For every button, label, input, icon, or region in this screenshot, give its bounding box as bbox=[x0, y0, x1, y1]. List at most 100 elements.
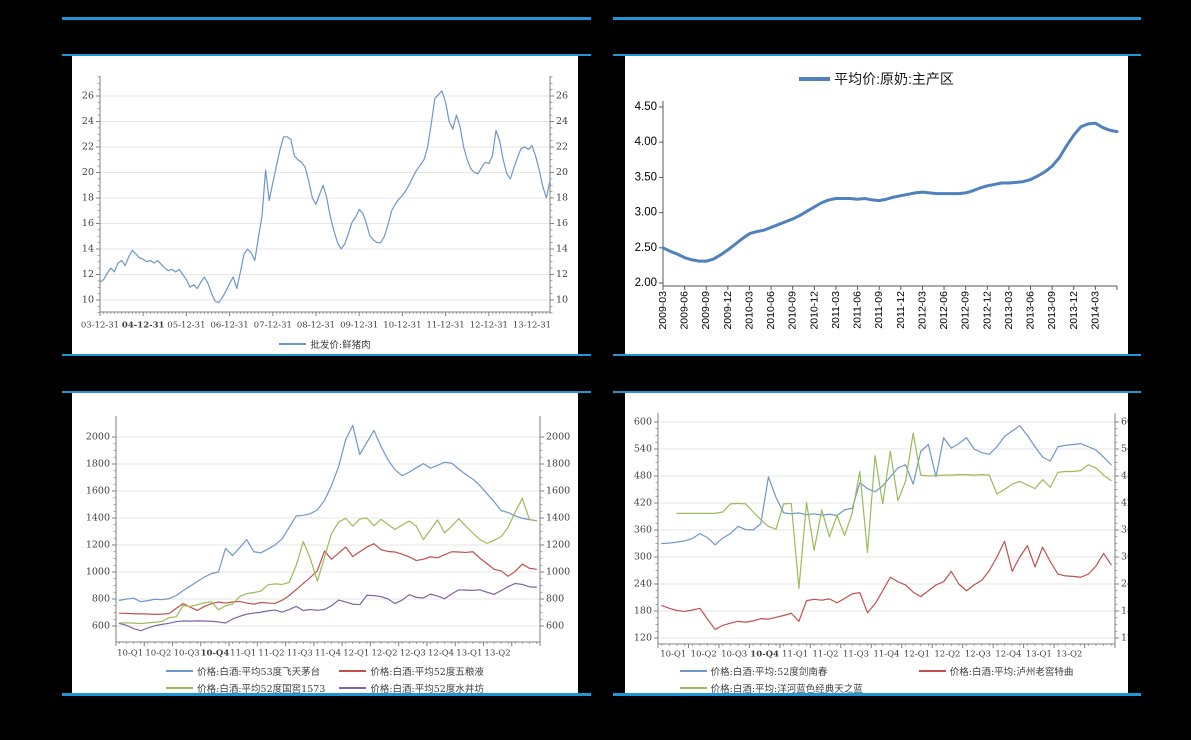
svg-text:11-Q4: 11-Q4 bbox=[873, 650, 899, 660]
separator-line bbox=[613, 354, 1141, 356]
svg-text:20: 20 bbox=[556, 167, 568, 178]
svg-text:08-12-31: 08-12-31 bbox=[297, 321, 335, 331]
svg-text:2012-03: 2012-03 bbox=[916, 291, 928, 330]
svg-text:2010-06: 2010-06 bbox=[765, 291, 777, 330]
svg-text:12-Q4: 12-Q4 bbox=[428, 649, 454, 659]
svg-text:3.50: 3.50 bbox=[635, 171, 657, 183]
chart-panel-baijiu-premium: 600 600 800 800 1000 1000 1200 1200 1400 1400 1600… bbox=[72, 393, 578, 693]
svg-text:1800: 1800 bbox=[86, 459, 110, 470]
svg-text:09-12-31: 09-12-31 bbox=[340, 321, 378, 331]
svg-text:3.00: 3.00 bbox=[635, 207, 657, 219]
svg-text:540: 540 bbox=[634, 444, 652, 455]
svg-text:600: 600 bbox=[546, 621, 564, 632]
svg-text:18: 18 bbox=[556, 193, 568, 204]
svg-text:20: 20 bbox=[82, 167, 94, 178]
svg-text:2010-12: 2010-12 bbox=[808, 291, 820, 330]
svg-text:120: 120 bbox=[1121, 633, 1128, 644]
separator-line bbox=[613, 17, 1141, 20]
svg-text:03-12-31: 03-12-31 bbox=[81, 321, 119, 331]
chart-panel-milk: 2.00 2.50 3.00 3.50 4.00 4.50 2009-03 2009-06 20… bbox=[625, 56, 1128, 354]
svg-text:13-Q2: 13-Q2 bbox=[1056, 650, 1082, 660]
svg-text:10-Q4: 10-Q4 bbox=[201, 649, 230, 659]
figure-baijiu-midrange: 120 120 180 180 240 240 300 300 360 360 420 420 480 4… bbox=[613, 391, 1141, 696]
svg-text:10-Q3: 10-Q3 bbox=[174, 649, 200, 659]
baijiu-premium-chart-canvas: 600 600 800 800 1000 1000 1200 1200 1400 1400 1600… bbox=[86, 416, 570, 659]
svg-text:24: 24 bbox=[556, 116, 568, 127]
svg-text:11-Q1: 11-Q1 bbox=[782, 650, 808, 660]
svg-text:10-Q3: 10-Q3 bbox=[721, 650, 747, 660]
svg-text:800: 800 bbox=[92, 594, 110, 605]
chart-panel-baijiu-midrange: 120 120 180 180 240 240 300 300 360 360 420 420 480 4… bbox=[625, 393, 1128, 693]
svg-text:2012-06: 2012-06 bbox=[938, 291, 950, 330]
svg-text:1600: 1600 bbox=[546, 486, 570, 497]
chart-panel-pork: 10 10 12 12 14 14 16 16 18 18 20 20 22 22 24 24 26 26 03-1… bbox=[72, 56, 578, 354]
svg-text:480: 480 bbox=[634, 471, 652, 482]
svg-text:600: 600 bbox=[634, 417, 652, 428]
pork-price-chart-canvas: 10 10 12 12 14 14 16 16 18 18 20 20 22 22 24 24 26 26 03-1… bbox=[81, 76, 568, 331]
separator-line bbox=[62, 391, 591, 393]
svg-text:05-12-31: 05-12-31 bbox=[167, 321, 205, 331]
svg-text:10: 10 bbox=[82, 295, 94, 306]
baijiu-midrange-chart-canvas: 120 120 180 180 240 240 300 300 360 360 420 420 480 4… bbox=[634, 413, 1128, 660]
svg-text:12-Q2: 12-Q2 bbox=[371, 649, 397, 659]
svg-text:11-Q4: 11-Q4 bbox=[315, 649, 341, 659]
svg-text:12-12-31: 12-12-31 bbox=[470, 321, 508, 331]
svg-text:2013-06: 2013-06 bbox=[1025, 291, 1037, 330]
svg-text:120: 120 bbox=[634, 633, 652, 644]
milk-price-chart-canvas: 2.00 2.50 3.00 3.50 4.00 4.50 2009-03 2009-06 20… bbox=[635, 101, 1119, 330]
svg-text:11-Q2: 11-Q2 bbox=[813, 650, 839, 660]
svg-text:240: 240 bbox=[1121, 579, 1128, 590]
svg-text:11-Q1: 11-Q1 bbox=[230, 649, 256, 659]
svg-text:12-Q4: 12-Q4 bbox=[995, 650, 1021, 660]
svg-text:180: 180 bbox=[1121, 606, 1128, 617]
svg-text:2010-03: 2010-03 bbox=[743, 291, 755, 330]
figure-title-hidden bbox=[62, 20, 591, 54]
svg-text:600: 600 bbox=[92, 621, 110, 632]
separator-line bbox=[62, 354, 591, 356]
svg-text:22: 22 bbox=[556, 142, 568, 153]
svg-text:12-Q1: 12-Q1 bbox=[343, 649, 369, 659]
svg-text:1600: 1600 bbox=[86, 486, 110, 497]
svg-text:12-Q1: 12-Q1 bbox=[904, 650, 930, 660]
figure-pork-price: 10 10 12 12 14 14 16 16 18 18 20 20 22 22 24 24 26 26 03-1… bbox=[62, 17, 591, 356]
svg-text:2000: 2000 bbox=[86, 432, 110, 443]
svg-text:2.00: 2.00 bbox=[635, 277, 657, 289]
svg-text:13-12-31: 13-12-31 bbox=[513, 321, 551, 331]
svg-text:13-Q1: 13-Q1 bbox=[456, 649, 482, 659]
svg-text:2013-03: 2013-03 bbox=[1003, 291, 1015, 330]
svg-text:14: 14 bbox=[82, 244, 94, 255]
svg-text:1000: 1000 bbox=[546, 567, 570, 578]
svg-text:14: 14 bbox=[556, 244, 568, 255]
svg-text:2009-09: 2009-09 bbox=[700, 291, 712, 330]
svg-text:2011-12: 2011-12 bbox=[895, 291, 907, 329]
svg-text:2011-06: 2011-06 bbox=[852, 291, 864, 329]
figure-title-hidden bbox=[613, 20, 1141, 54]
svg-text:1800: 1800 bbox=[546, 459, 570, 470]
svg-text:360: 360 bbox=[634, 525, 652, 536]
svg-text:06-12-31: 06-12-31 bbox=[210, 321, 248, 331]
svg-text:2009-06: 2009-06 bbox=[679, 291, 691, 330]
figure-baijiu-premium: 600 600 800 800 1000 1000 1200 1200 1400 1400 1600… bbox=[62, 391, 591, 696]
svg-text:300: 300 bbox=[634, 552, 652, 563]
svg-text:480: 480 bbox=[1121, 471, 1128, 482]
svg-text:800: 800 bbox=[546, 594, 564, 605]
svg-text:2013-12: 2013-12 bbox=[1068, 291, 1080, 330]
svg-text:420: 420 bbox=[634, 498, 652, 509]
svg-text:07-12-31: 07-12-31 bbox=[254, 321, 292, 331]
separator-line bbox=[613, 391, 1141, 393]
svg-text:2013-09: 2013-09 bbox=[1046, 291, 1058, 330]
svg-text:10-Q2: 10-Q2 bbox=[145, 649, 171, 659]
svg-text:12: 12 bbox=[82, 269, 94, 280]
svg-text:180: 180 bbox=[634, 606, 652, 617]
svg-text:10-Q2: 10-Q2 bbox=[691, 650, 717, 660]
svg-text:12-Q3: 12-Q3 bbox=[400, 649, 426, 659]
svg-text:12-Q2: 12-Q2 bbox=[934, 650, 960, 660]
separator-line bbox=[62, 17, 591, 20]
separator-line bbox=[62, 54, 591, 56]
separator-line bbox=[613, 693, 1141, 696]
svg-text:18: 18 bbox=[82, 193, 94, 204]
svg-text:11-12-31: 11-12-31 bbox=[426, 321, 464, 331]
svg-text:22: 22 bbox=[82, 142, 94, 153]
svg-text:12: 12 bbox=[556, 269, 568, 280]
